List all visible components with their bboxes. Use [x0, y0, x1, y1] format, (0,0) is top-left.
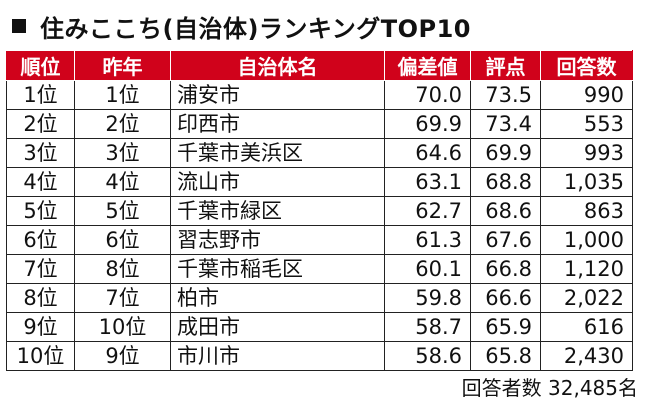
- header-rank: 順位: [6, 50, 75, 81]
- rank-cell: 3位: [6, 138, 75, 168]
- table-row: 5位 5位 千葉市緑区 62.7 68.6 863: [6, 196, 633, 226]
- deviation-cell: 62.7: [384, 196, 471, 226]
- table-row: 9位 10位 成田市 58.7 65.9 616: [6, 312, 633, 342]
- responses-cell: 1,000: [540, 225, 633, 255]
- respondent-count: 回答者数 32,485名: [461, 376, 638, 400]
- table-header-row: 順位 昨年 自治体名 偏差値 評点 回答数: [6, 50, 633, 81]
- ranking-table-container: 順位 昨年 自治体名 偏差値 評点 回答数 1位 1位 浦安市 70.0 73.…: [6, 50, 633, 371]
- score-cell: 66.8: [470, 254, 541, 284]
- score-cell: 68.6: [470, 196, 541, 226]
- table-row: 3位 3位 千葉市美浜区 64.6 69.9 993: [6, 138, 633, 168]
- score-cell: 65.9: [470, 312, 541, 342]
- municipality-cell: 市川市: [170, 341, 385, 371]
- deviation-cell: 58.7: [384, 312, 471, 342]
- score-cell: 69.9: [470, 138, 541, 168]
- rank-cell: 5位: [6, 196, 75, 226]
- deviation-cell: 58.6: [384, 341, 471, 371]
- table-row: 8位 7位 柏市 59.8 66.6 2,022: [6, 283, 633, 313]
- rank-cell: 4位: [6, 167, 75, 197]
- table-row: 7位 8位 千葉市稲毛区 60.1 66.8 1,120: [6, 254, 633, 284]
- table-row: 1位 1位 浦安市 70.0 73.5 990: [6, 80, 633, 110]
- square-bullet-icon: [12, 19, 26, 33]
- responses-cell: 990: [540, 80, 633, 110]
- table-row: 2位 2位 印西市 69.9 73.4 553: [6, 109, 633, 139]
- responses-cell: 1,035: [540, 167, 633, 197]
- last-year-cell: 1位: [74, 80, 171, 110]
- municipality-cell: 柏市: [170, 283, 385, 313]
- header-last-year: 昨年: [74, 50, 171, 81]
- table-row: 6位 6位 習志野市 61.3 67.6 1,000: [6, 225, 633, 255]
- last-year-cell: 9位: [74, 341, 171, 371]
- score-cell: 73.4: [470, 109, 541, 139]
- rank-cell: 2位: [6, 109, 75, 139]
- municipality-cell: 千葉市稲毛区: [170, 254, 385, 284]
- title-bar: 住みここち(自治体)ランキングTOP10: [8, 6, 648, 46]
- score-cell: 65.8: [470, 341, 541, 371]
- last-year-cell: 8位: [74, 254, 171, 284]
- responses-cell: 553: [540, 109, 633, 139]
- municipality-cell: 千葉市美浜区: [170, 138, 385, 168]
- municipality-cell: 浦安市: [170, 80, 385, 110]
- deviation-cell: 63.1: [384, 167, 471, 197]
- municipality-cell: 印西市: [170, 109, 385, 139]
- header-deviation: 偏差値: [384, 50, 471, 81]
- rank-cell: 8位: [6, 283, 75, 313]
- deviation-cell: 69.9: [384, 109, 471, 139]
- municipality-cell: 成田市: [170, 312, 385, 342]
- responses-cell: 863: [540, 196, 633, 226]
- rank-cell: 6位: [6, 225, 75, 255]
- rank-cell: 9位: [6, 312, 75, 342]
- last-year-cell: 5位: [74, 196, 171, 226]
- last-year-cell: 10位: [74, 312, 171, 342]
- rank-cell: 7位: [6, 254, 75, 284]
- deviation-cell: 70.0: [384, 80, 471, 110]
- ranking-table: 順位 昨年 自治体名 偏差値 評点 回答数 1位 1位 浦安市 70.0 73.…: [6, 50, 633, 371]
- score-cell: 67.6: [470, 225, 541, 255]
- municipality-cell: 千葉市緑区: [170, 196, 385, 226]
- page-title: 住みここち(自治体)ランキングTOP10: [40, 14, 471, 43]
- last-year-cell: 2位: [74, 109, 171, 139]
- responses-cell: 2,022: [540, 283, 633, 313]
- header-score: 評点: [470, 50, 541, 81]
- header-responses: 回答数: [540, 50, 633, 81]
- score-cell: 68.8: [470, 167, 541, 197]
- score-cell: 66.6: [470, 283, 541, 313]
- table-row: 4位 4位 流山市 63.1 68.8 1,035: [6, 167, 633, 197]
- deviation-cell: 64.6: [384, 138, 471, 168]
- last-year-cell: 3位: [74, 138, 171, 168]
- deviation-cell: 61.3: [384, 225, 471, 255]
- rank-cell: 1位: [6, 80, 75, 110]
- responses-cell: 2,430: [540, 341, 633, 371]
- responses-cell: 616: [540, 312, 633, 342]
- municipality-cell: 習志野市: [170, 225, 385, 255]
- score-cell: 73.5: [470, 80, 541, 110]
- municipality-cell: 流山市: [170, 167, 385, 197]
- last-year-cell: 4位: [74, 167, 171, 197]
- responses-cell: 1,120: [540, 254, 633, 284]
- header-municipality: 自治体名: [170, 50, 385, 81]
- table-row: 10位 9位 市川市 58.6 65.8 2,430: [6, 341, 633, 371]
- responses-cell: 993: [540, 138, 633, 168]
- deviation-cell: 59.8: [384, 283, 471, 313]
- last-year-cell: 7位: [74, 283, 171, 313]
- deviation-cell: 60.1: [384, 254, 471, 284]
- rank-cell: 10位: [6, 341, 75, 371]
- last-year-cell: 6位: [74, 225, 171, 255]
